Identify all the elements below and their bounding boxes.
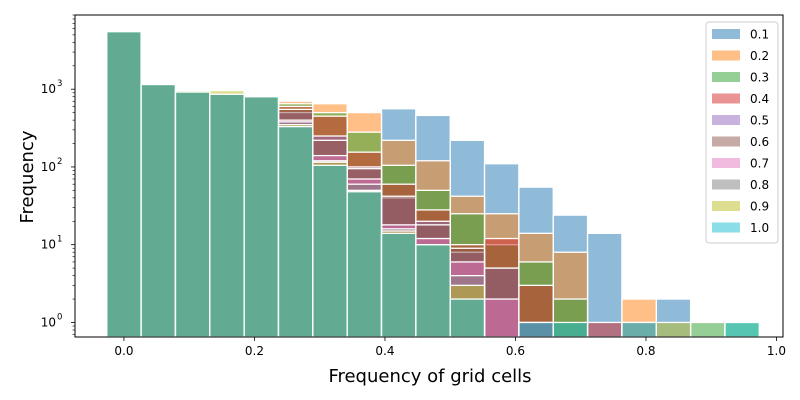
y-tick-label: 10 xyxy=(41,238,56,252)
x-tick-label: 1.0 xyxy=(767,344,786,358)
bar xyxy=(449,298,486,338)
legend-swatch xyxy=(712,179,740,190)
bar xyxy=(415,244,451,338)
legend-swatch xyxy=(712,115,740,125)
legend-swatch xyxy=(712,50,740,61)
legend-item: 0.5 xyxy=(712,114,769,128)
y-axis-title: Frequency xyxy=(17,130,38,223)
legend-label: 0.9 xyxy=(750,200,769,214)
x-tick-label: 0.4 xyxy=(375,344,394,358)
legend-item: 0.7 xyxy=(712,157,769,171)
legend-item: 1.0 xyxy=(712,221,769,235)
legend-label: 0.7 xyxy=(750,157,769,171)
bars-layer xyxy=(106,30,760,338)
bar xyxy=(655,321,692,338)
legend-swatch xyxy=(712,93,740,104)
bar xyxy=(586,321,623,338)
legend-label: 0.2 xyxy=(750,49,769,63)
bar xyxy=(243,96,280,338)
y-tick-exponent: 0 xyxy=(57,312,62,322)
y-tick-exponent: 3 xyxy=(57,79,62,89)
bar xyxy=(483,298,520,338)
legend: 0.1 0.2 0.3 0.4 0.5 0.6 0.7 0.8 0.9 1.0 xyxy=(705,21,779,244)
legend-swatch xyxy=(712,158,740,168)
y-tick-label: 10 xyxy=(41,160,56,174)
legend-label: 0.8 xyxy=(750,178,769,192)
x-tick-label: 0.2 xyxy=(245,344,264,358)
bar xyxy=(518,321,554,338)
legend-swatch xyxy=(712,136,740,147)
x-axis-title: Frequency of grid cells xyxy=(328,366,531,387)
x-tick-label: 0.0 xyxy=(114,344,133,358)
legend-item: 0.8 xyxy=(712,178,769,192)
bar xyxy=(552,321,589,338)
bar xyxy=(312,164,348,338)
bar xyxy=(724,321,760,338)
legend-item: 0.1 xyxy=(712,28,769,42)
bar xyxy=(586,232,623,338)
x-tick-label: 0.6 xyxy=(506,344,525,358)
legend-label: 0.6 xyxy=(750,135,769,149)
bar xyxy=(346,191,383,338)
y-tick-exponent: 1 xyxy=(57,235,62,245)
bar xyxy=(209,93,245,338)
axes-frame xyxy=(74,14,784,338)
legend-swatch xyxy=(712,72,740,82)
y-tick-label: 10 xyxy=(41,315,56,329)
bar xyxy=(689,321,726,338)
legend-swatch xyxy=(712,29,740,39)
legend-item: 0.2 xyxy=(712,49,769,63)
legend-item: 0.3 xyxy=(712,71,769,85)
legend-label: 0.1 xyxy=(750,28,769,42)
legend-swatch xyxy=(712,222,740,233)
legend-item: 0.6 xyxy=(712,135,769,149)
legend-swatch xyxy=(712,201,740,211)
bar xyxy=(380,232,417,338)
bar xyxy=(106,30,142,338)
legend-item: 0.4 xyxy=(712,92,769,106)
legend-label: 0.3 xyxy=(750,71,769,85)
x-axis-ticks: 0.0 0.2 0.4 0.6 0.8 1.0 xyxy=(114,337,786,358)
legend-label: 0.5 xyxy=(750,114,769,128)
bar xyxy=(140,83,177,338)
y-tick-exponent: 2 xyxy=(57,157,62,167)
legend-item: 0.9 xyxy=(712,200,769,214)
legend-label: 1.0 xyxy=(750,221,769,235)
bar xyxy=(174,91,211,338)
series-1.0 xyxy=(106,30,760,338)
legend-label: 0.4 xyxy=(750,92,769,106)
bar xyxy=(621,321,657,338)
x-tick-label: 0.8 xyxy=(636,344,655,358)
y-tick-label: 10 xyxy=(41,82,56,96)
bar xyxy=(277,125,314,338)
